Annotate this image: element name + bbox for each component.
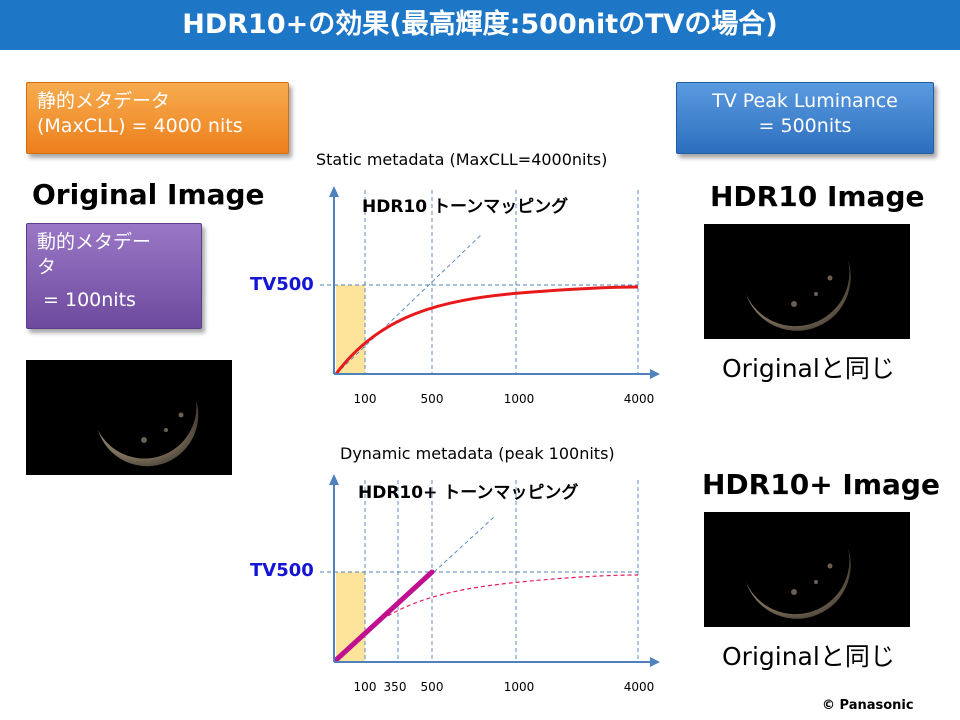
hdr10-caption: Originalと同じ — [722, 354, 895, 383]
dynamic-tick-label: 4000 — [624, 680, 655, 694]
static-metadata-value: (MaxCLL) = 4000 nits — [37, 115, 243, 137]
dynamic-tv500-label: TV500 — [250, 560, 314, 581]
tv-peak-label: TV Peak Luminance — [712, 90, 898, 112]
dynamic-tick-label: 500 — [421, 680, 444, 694]
dynamic-tick-label: 100 — [354, 680, 377, 694]
hdr10-moon-image — [704, 224, 910, 339]
dynamic-x-axis-arrow — [650, 657, 660, 667]
static-chart: TV500 HDR10 トーンマッピング 100 500 1000 4000 — [250, 186, 660, 406]
static-tone-curve — [334, 285, 639, 375]
static-tv500-highlight — [336, 285, 365, 374]
dynamic-chart-annotation: HDR10+ トーンマッピング — [358, 482, 578, 503]
page-title: HDR10+の効果(最高輝度:500nitのTVの場合) — [0, 0, 960, 50]
static-tv500-label: TV500 — [250, 274, 314, 295]
static-tick-label: 4000 — [624, 392, 655, 406]
static-chart-annotation: HDR10 トーンマッピング — [362, 196, 568, 217]
hdr10plus-caption: Originalと同じ — [722, 642, 895, 671]
static-x-axis-arrow — [650, 369, 660, 379]
dynamic-tick-label: 350 — [384, 680, 407, 694]
dynamic-metadata-value: = 100nits — [37, 289, 136, 311]
hdr10plus-moon-image — [704, 512, 910, 627]
static-metadata-box: 静的メタデータ (MaxCLL) = 4000 nits — [26, 82, 289, 154]
hdr10-image-heading: HDR10 Image — [710, 180, 925, 213]
dynamic-metadata-label-2: タ — [37, 256, 57, 278]
copyright: © Panasonic — [822, 698, 914, 713]
static-identity-line — [335, 233, 483, 375]
hdr10plus-image-heading: HDR10+ Image — [702, 468, 940, 501]
static-y-axis-arrow — [329, 186, 339, 197]
static-tick-label: 100 — [354, 392, 377, 406]
dynamic-y-axis-arrow — [329, 474, 339, 485]
static-tick-label: 500 — [421, 392, 444, 406]
original-image-heading: Original Image — [32, 178, 265, 211]
dynamic-tone-curve — [333, 569, 435, 663]
static-tick-label: 1000 — [504, 392, 535, 406]
dynamic-metadata-label-1: 動的メタデー — [37, 231, 152, 253]
static-metadata-label: 静的メタデータ — [37, 90, 171, 112]
original-moon-image — [26, 360, 232, 475]
dynamic-chart: TV500 HDR10+ トーンマッピング 100 350 500 1000 4… — [250, 474, 660, 694]
dynamic-tick-label: 1000 — [504, 680, 535, 694]
tv-peak-value: = 500nits — [758, 115, 852, 137]
dynamic-metadata-box: 動的メタデー タ = 100nits — [26, 223, 202, 329]
dynamic-chart-title: Dynamic metadata (peak 100nits) — [340, 444, 615, 463]
tv-peak-box: TV Peak Luminance = 500nits — [676, 82, 934, 154]
static-chart-title: Static metadata (MaxCLL=4000nits) — [316, 150, 608, 169]
dynamic-static-reference-curve — [335, 574, 639, 663]
